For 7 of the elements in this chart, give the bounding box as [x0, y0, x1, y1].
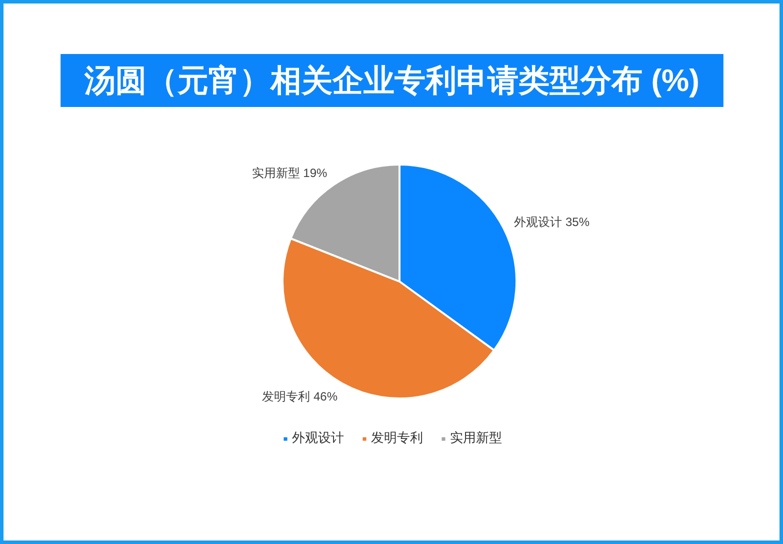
category-label: 实用新型 19%	[252, 166, 328, 180]
category-label: 外观设计 35%	[514, 215, 590, 230]
category-label: 发明专利 46%	[262, 389, 338, 404]
legend-label: 发明专利	[371, 429, 423, 447]
chart-title: 汤圆（元宵）相关企业专利申请类型分布 (%)	[84, 63, 700, 98]
legend-label: 实用新型	[450, 429, 502, 447]
legend-label: 外观设计	[292, 429, 344, 447]
